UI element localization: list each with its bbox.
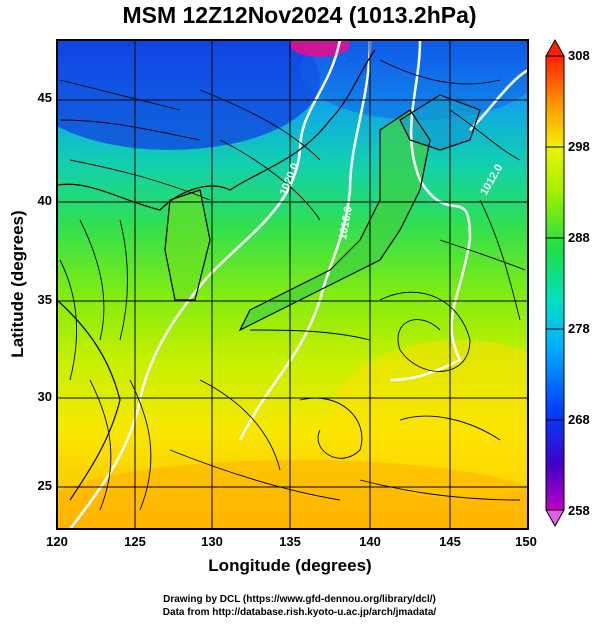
colorbar-tick: 308 — [568, 48, 590, 63]
colorbar-tick: 288 — [568, 230, 590, 245]
coastlines — [57, 49, 481, 501]
colorbar-max-arrow — [545, 38, 565, 57]
y-tick: 35 — [37, 292, 52, 307]
x-tick: 125 — [124, 534, 146, 549]
y-tick: 45 — [37, 90, 52, 105]
credit-line-dcl: Drawing by DCL (https://www.gfd-dennou.o… — [163, 594, 436, 605]
gridlines — [57, 40, 528, 529]
plot-frame — [56, 39, 529, 530]
x-tick: 145 — [439, 534, 461, 549]
x-tick: 135 — [279, 534, 301, 549]
colorbar — [545, 38, 565, 528]
x-tick: 130 — [201, 534, 223, 549]
credits: Drawing by DCL (https://www.gfd-dennou.o… — [0, 593, 599, 619]
y-tick: 40 — [37, 193, 52, 208]
colorbar-min-arrow — [545, 509, 565, 528]
x-tick: 120 — [46, 534, 68, 549]
x-axis-label: Longitude (degrees) — [208, 556, 372, 575]
colorbar-tick: 278 — [568, 321, 590, 336]
colorbar-tick: 258 — [568, 503, 590, 518]
colorbar-tick: 268 — [568, 412, 590, 427]
y-tick: 25 — [37, 478, 52, 493]
x-tick: 140 — [359, 534, 381, 549]
colorbar-tick: 298 — [568, 139, 590, 154]
temperature-field — [57, 40, 528, 529]
y-tick: 30 — [37, 389, 52, 404]
x-tick: 150 — [515, 534, 537, 549]
chart-title: MSM 12Z12Nov2024 (1013.2hPa) — [122, 2, 477, 28]
credit-line-data: Data from http://database.rish.kyoto-u.a… — [162, 607, 437, 618]
y-axis-label: Latitude (degrees) — [8, 210, 27, 358]
isobar-label-1016: 1016.0 — [337, 205, 355, 240]
